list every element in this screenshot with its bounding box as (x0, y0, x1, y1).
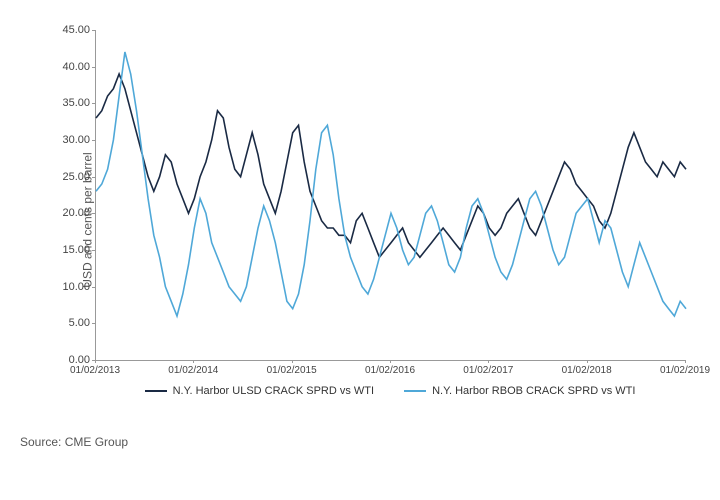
line-series (96, 30, 686, 360)
legend: N.Y. Harbor ULSD CRACK SPRD vs WTI N.Y. H… (95, 385, 685, 397)
y-tick-label: 45.00 (55, 24, 90, 36)
x-tick-label: 01/02/2019 (660, 365, 710, 376)
y-tick-label: 35.00 (55, 97, 90, 109)
x-tick-label: 01/02/2015 (267, 365, 317, 376)
y-tick-label: 5.00 (55, 317, 90, 329)
legend-swatch (404, 390, 426, 392)
legend-label: N.Y. Harbor ULSD CRACK SPRD vs WTI (173, 385, 375, 397)
series-line (96, 52, 686, 316)
y-tick-label: 40.00 (55, 61, 90, 73)
y-tick-label: 15.00 (55, 244, 90, 256)
legend-item: N.Y. Harbor ULSD CRACK SPRD vs WTI (145, 385, 375, 397)
y-tick-label: 25.00 (55, 171, 90, 183)
x-tick-label: 01/02/2013 (70, 365, 120, 376)
x-tick-label: 01/02/2014 (168, 365, 218, 376)
crack-spread-chart: USD and cents per barrel 0.005.0010.0015… (20, 20, 700, 420)
legend-item: N.Y. Harbor RBOB CRACK SPRD vs WTI (404, 385, 635, 397)
x-tick-label: 01/02/2018 (562, 365, 612, 376)
plot-area (95, 30, 686, 361)
series-line (96, 74, 686, 257)
source-note: Source: CME Group (20, 435, 700, 449)
legend-swatch (145, 390, 167, 392)
y-tick-label: 30.00 (55, 134, 90, 146)
y-tick-label: 10.00 (55, 281, 90, 293)
x-tick-label: 01/02/2017 (463, 365, 513, 376)
x-tick-label: 01/02/2016 (365, 365, 415, 376)
legend-label: N.Y. Harbor RBOB CRACK SPRD vs WTI (432, 385, 635, 397)
y-tick-label: 20.00 (55, 207, 90, 219)
